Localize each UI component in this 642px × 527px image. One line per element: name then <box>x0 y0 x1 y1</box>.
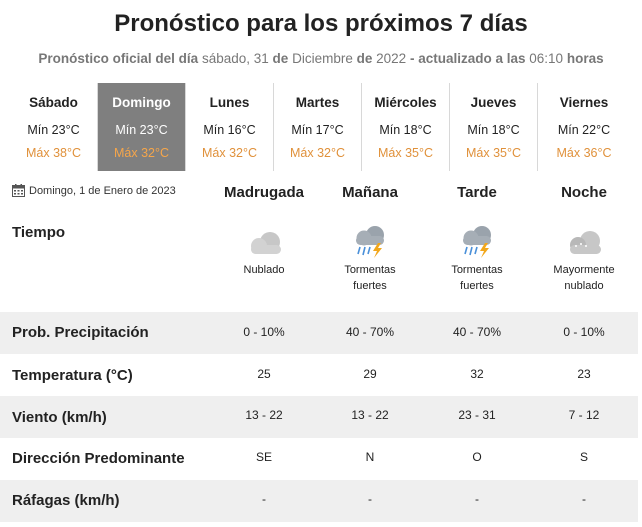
row-label: Dirección Predominante <box>12 450 185 467</box>
tab-day-martes[interactable]: Martes Mín 17°C Máx 32°C <box>274 83 362 171</box>
day-name: Sábado <box>29 95 78 110</box>
subtitle-time: 06:10 <box>529 51 564 66</box>
subtitle-month: Diciembre <box>292 51 353 66</box>
table-row: Prob. Precipitación 0 - 10% 40 - 70% 40 … <box>0 312 638 354</box>
day-name: Lunes <box>209 95 250 110</box>
day-min-temp: Mín 22°C <box>557 123 611 137</box>
weather-row: Tiempo Nublado Tormentas fuertes <box>0 212 638 312</box>
day-name: Domingo <box>112 95 171 110</box>
row-value: 23 <box>577 367 591 381</box>
weather-cell: Nublado <box>209 228 319 278</box>
row-value: 25 <box>257 367 271 381</box>
table-row: Ráfagas (km/h) - - - - <box>0 480 638 522</box>
row-value: 7 - 12 <box>568 408 600 422</box>
day-name: Martes <box>295 95 340 110</box>
day-max-temp: Máx 32°C <box>201 146 258 160</box>
page-subtitle: Pronóstico oficial del día sábado, 31 de… <box>38 51 604 66</box>
row-value: - <box>582 492 586 506</box>
calendar-icon <box>12 184 25 197</box>
row-value: 23 - 31 <box>458 408 496 422</box>
weather-cell: Tormentas fuertes <box>315 224 425 294</box>
day-tabs: Sábado Mín 23°C Máx 38°C Domingo Mín 23°… <box>10 83 632 171</box>
table-row: Viento (km/h) 13 - 22 13 - 22 23 - 31 7 … <box>0 396 638 438</box>
period-madrugada: Madrugada <box>223 184 304 201</box>
subtitle-day: 31 <box>253 51 269 66</box>
row-value: O <box>472 450 482 464</box>
row-value: 13 - 22 <box>351 408 389 422</box>
period-noche: Noche <box>561 184 607 201</box>
day-name: Jueves <box>470 95 517 110</box>
subtitle-of1: de <box>272 51 289 66</box>
subtitle-weekday: sábado <box>201 51 247 66</box>
day-name: Miércoles <box>374 95 437 110</box>
row-value: 40 - 70% <box>345 325 395 339</box>
weather-label: Tiempo <box>12 224 66 241</box>
thunderstorm-icon <box>463 226 491 258</box>
row-value: 40 - 70% <box>452 325 502 339</box>
weather-desc: Tormentas fuertes <box>344 264 396 292</box>
row-value: SE <box>255 450 272 464</box>
subtitle-prefix: Pronóstico oficial del día <box>38 51 199 66</box>
row-value: 32 <box>470 367 484 381</box>
row-value: 0 - 10% <box>243 325 285 339</box>
weather-desc: Nublado <box>243 264 285 276</box>
row-value: 13 - 22 <box>245 408 283 422</box>
table-row: Dirección Predominante SE N O S <box>0 438 638 480</box>
weather-desc: Mayormente nublado <box>553 264 615 292</box>
day-min-temp: Mín 23°C <box>27 123 80 137</box>
row-label: Temperatura (°C) <box>12 367 133 384</box>
day-max-temp: Máx 36°C <box>556 146 612 160</box>
day-min-temp: Mín 18°C <box>379 123 432 137</box>
subtitle-hours-label: horas <box>566 51 604 66</box>
day-max-temp: Máx 32°C <box>113 146 170 160</box>
tab-day-lunes[interactable]: Lunes Mín 16°C Máx 32°C <box>186 83 274 171</box>
tab-day-miercoles[interactable]: Miércoles Mín 18°C Máx 35°C <box>362 83 450 171</box>
period-manana: Mañana <box>342 184 398 201</box>
subtitle-updated-label: - actualizado a las <box>409 51 526 66</box>
row-value: S <box>579 450 588 464</box>
row-value: - <box>475 492 479 506</box>
tab-day-sabado[interactable]: Sábado Mín 23°C Máx 38°C <box>10 83 98 171</box>
day-min-temp: Mín 17°C <box>291 123 344 137</box>
subtitle-year: 2022 <box>376 51 407 66</box>
row-value: 29 <box>363 367 377 381</box>
cloudy-icon <box>251 232 281 254</box>
row-value: - <box>368 492 372 506</box>
weather-cell: Tormentas fuertes <box>422 224 532 294</box>
table-row: Temperatura (°C) 25 29 32 23 <box>0 354 638 396</box>
weather-cell: Mayormente nublado <box>529 228 639 294</box>
tab-day-viernes[interactable]: Viernes Mín 22°C Máx 36°C <box>538 83 630 171</box>
row-label: Prob. Precipitación <box>12 324 149 341</box>
selected-date: Domingo, 1 de Enero de 2023 <box>12 184 176 197</box>
day-max-temp: Máx 32°C <box>289 146 346 160</box>
row-value: 0 - 10% <box>563 325 605 339</box>
page-title: Pronóstico para los próximos 7 días <box>114 10 528 37</box>
subtitle-of2: de <box>356 51 373 66</box>
day-min-temp: Mín 18°C <box>467 123 520 137</box>
row-value: N <box>365 450 375 464</box>
selected-date-text: Domingo, 1 de Enero de 2023 <box>29 184 176 197</box>
row-value: - <box>262 492 266 506</box>
thunderstorm-icon <box>356 226 384 258</box>
tab-day-jueves[interactable]: Jueves Mín 18°C Máx 35°C <box>450 83 538 171</box>
day-max-temp: Máx 35°C <box>377 146 434 160</box>
mostly-cloudy-night-icon <box>570 231 601 254</box>
day-min-temp: Mín 16°C <box>203 123 256 137</box>
row-label: Ráfagas (km/h) <box>12 492 120 509</box>
day-max-temp: Máx 38°C <box>25 146 82 160</box>
period-tarde: Tarde <box>457 184 497 201</box>
day-max-temp: Máx 35°C <box>465 146 522 160</box>
day-name: Viernes <box>559 95 609 110</box>
weather-desc: Tormentas fuertes <box>451 264 503 292</box>
tab-day-domingo[interactable]: Domingo Mín 23°C Máx 32°C <box>98 83 186 171</box>
row-label: Viento (km/h) <box>12 409 107 426</box>
day-min-temp: Mín 23°C <box>115 123 168 137</box>
